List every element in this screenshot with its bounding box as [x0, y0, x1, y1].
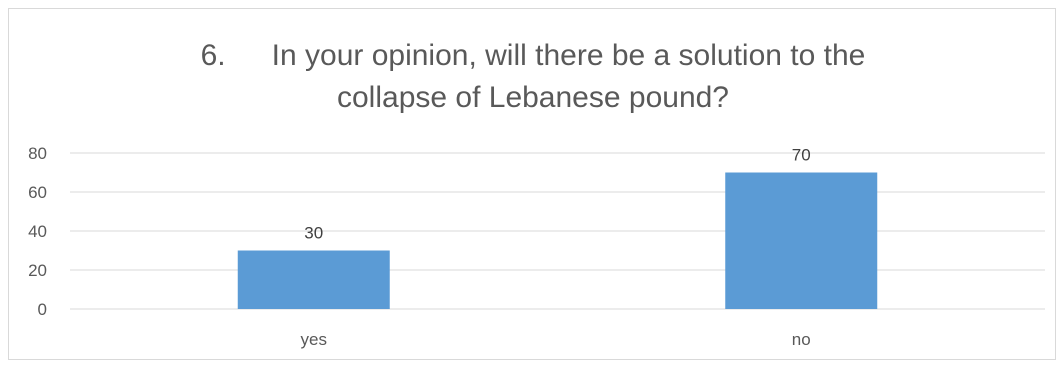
y-tick-label-0: 0: [38, 300, 47, 319]
chart-title-line-1: 6. In your opinion, will there be a solut…: [9, 35, 1057, 77]
y-tick-label-60: 60: [28, 183, 47, 202]
chart-title-number: 6.: [200, 39, 226, 72]
chart-frame: 6. In your opinion, will there be a solut…: [8, 8, 1056, 360]
data-label-no: 70: [792, 146, 811, 165]
chart-title: 6. In your opinion, will there be a solut…: [9, 35, 1057, 119]
y-tick-label-20: 20: [28, 261, 47, 280]
data-label-yes: 30: [304, 224, 323, 243]
category-label-no: no: [792, 330, 811, 349]
bar-yes: [237, 250, 390, 309]
y-tick-label-40: 40: [28, 222, 47, 241]
category-label-yes: yes: [301, 330, 327, 349]
chart-title-line-2: collapse of Lebanese pound?: [337, 81, 729, 114]
bar-no: [725, 172, 878, 309]
y-tick-label-80: 80: [28, 144, 47, 163]
chart-title-text-1: In your opinion, will there be a solutio…: [271, 39, 866, 72]
